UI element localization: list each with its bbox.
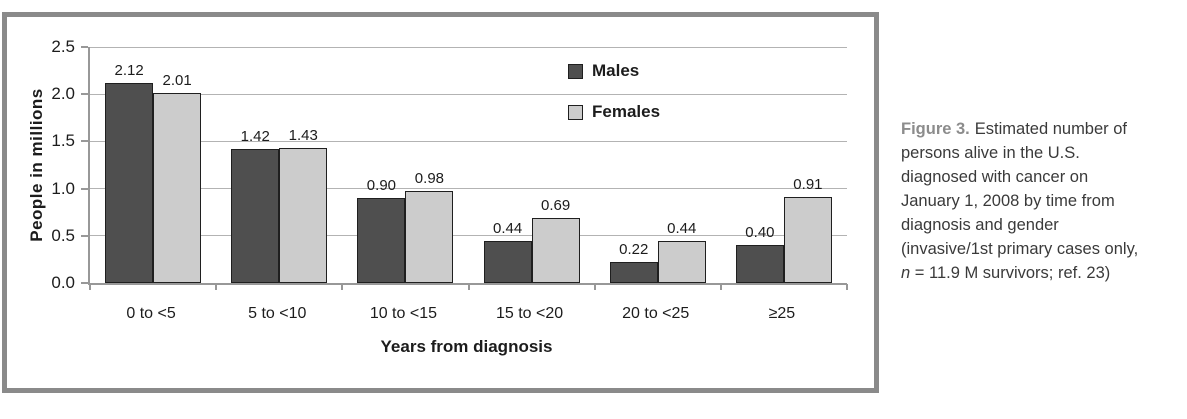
bar-value-label: 1.42 (240, 127, 270, 145)
y-tick-mark (81, 234, 88, 237)
bar-males: 2.12 (105, 62, 154, 283)
gridline (90, 140, 847, 142)
x-category-label: 5 to <10 (248, 305, 307, 322)
bar-value-label: 0.69 (540, 196, 571, 214)
figure-caption: Figure 3. Estimated number of persons ali… (901, 117, 1141, 285)
figure-caption-label: Figure 3. (901, 120, 970, 138)
bar-value-label: 2.12 (114, 61, 144, 79)
bar-males: 0.40 (735, 224, 784, 283)
legend-label: Females (592, 102, 661, 121)
y-tick-label: 1.5 (51, 131, 75, 151)
plot-area: Males Females 2.12 2.01 1.42 1.43 0.90 0.98 0.4… (88, 46, 848, 290)
x-tick-mark (719, 284, 722, 290)
gridline (90, 235, 847, 237)
bar-value-label: 0.98 (414, 169, 445, 187)
x-tick-mark (341, 284, 344, 290)
bar-females: 0.98 (405, 170, 454, 283)
bar-females: 0.44 (657, 220, 706, 283)
y-tick-mark (81, 93, 88, 96)
x-tick-mark (89, 284, 91, 290)
x-category-label: 10 to <15 (369, 305, 437, 322)
y-tick-label: 1.0 (51, 178, 75, 198)
legend-swatch-males (568, 63, 583, 79)
x-axis-title: Years from diagnosis (380, 337, 553, 356)
x-category-label: 15 to <20 (495, 305, 564, 322)
bar-group: 0.40 0.91 (721, 176, 847, 283)
legend-swatch-females (568, 104, 583, 120)
bar-group: 2.12 2.01 (90, 62, 216, 283)
bar-females: 0.69 (531, 197, 580, 283)
bar-males: 0.22 (609, 241, 658, 283)
y-axis-title: People in millions (27, 88, 46, 242)
x-category-label: ≥25 (768, 305, 796, 322)
figure-panel: People in millions Males Females 2.12 2.01… (2, 12, 879, 393)
bar-females: 2.01 (153, 72, 202, 283)
y-tick-label: 2.5 (51, 37, 75, 56)
bar-value-label: 0.91 (793, 176, 823, 194)
bar-males: 0.90 (357, 177, 406, 283)
gridline (90, 46, 847, 48)
figure-caption-text: Estimated number of persons alive in the… (901, 120, 1139, 258)
bar-males: 0.44 (483, 220, 532, 283)
bar-value-label: 0.44 (492, 220, 523, 238)
bar-group: 0.22 0.44 (595, 220, 721, 283)
legend-item-males: Males (568, 61, 660, 81)
y-tick-mark (81, 187, 88, 190)
bar-value-label: 1.43 (288, 127, 318, 145)
y-tick-mark (81, 282, 88, 284)
y-tick-label: 0.5 (51, 225, 75, 245)
y-tick-label: 2.0 (51, 84, 75, 104)
gridline (90, 188, 847, 190)
bar-females: 0.91 (783, 176, 832, 283)
chart-legend: Males Females (568, 61, 660, 122)
x-tick-mark (846, 284, 848, 290)
bar-value-label: 0.22 (619, 241, 649, 259)
x-tick-mark (467, 284, 470, 290)
bar-group: 0.90 0.98 (342, 170, 468, 283)
bar-value-label: 0.44 (667, 220, 697, 238)
y-tick-mark (81, 46, 88, 48)
figure-caption-text-end: = 11.9 M survivors; ref. 23) (910, 264, 1111, 282)
figure-caption-n-variable: n (901, 264, 911, 282)
bar-value-label: 0.40 (745, 224, 775, 242)
legend-label: Males (592, 61, 640, 80)
bar-group: 0.44 0.69 (469, 197, 595, 283)
bar-value-label: 2.01 (162, 72, 192, 90)
bar-group: 1.42 1.43 (216, 127, 342, 283)
bar-females: 1.43 (279, 127, 328, 283)
x-tick-mark (215, 284, 218, 290)
x-tick-mark (593, 284, 596, 290)
y-tick-label: 0.0 (51, 273, 75, 292)
bar-males: 1.42 (231, 128, 280, 283)
x-category-label: 0 to <5 (126, 305, 176, 322)
y-tick-mark (81, 140, 88, 143)
gridline (90, 93, 847, 95)
legend-item-females: Females (568, 102, 660, 122)
x-category-label: 20 to <25 (622, 305, 690, 322)
bar-value-label: 0.90 (366, 177, 397, 195)
